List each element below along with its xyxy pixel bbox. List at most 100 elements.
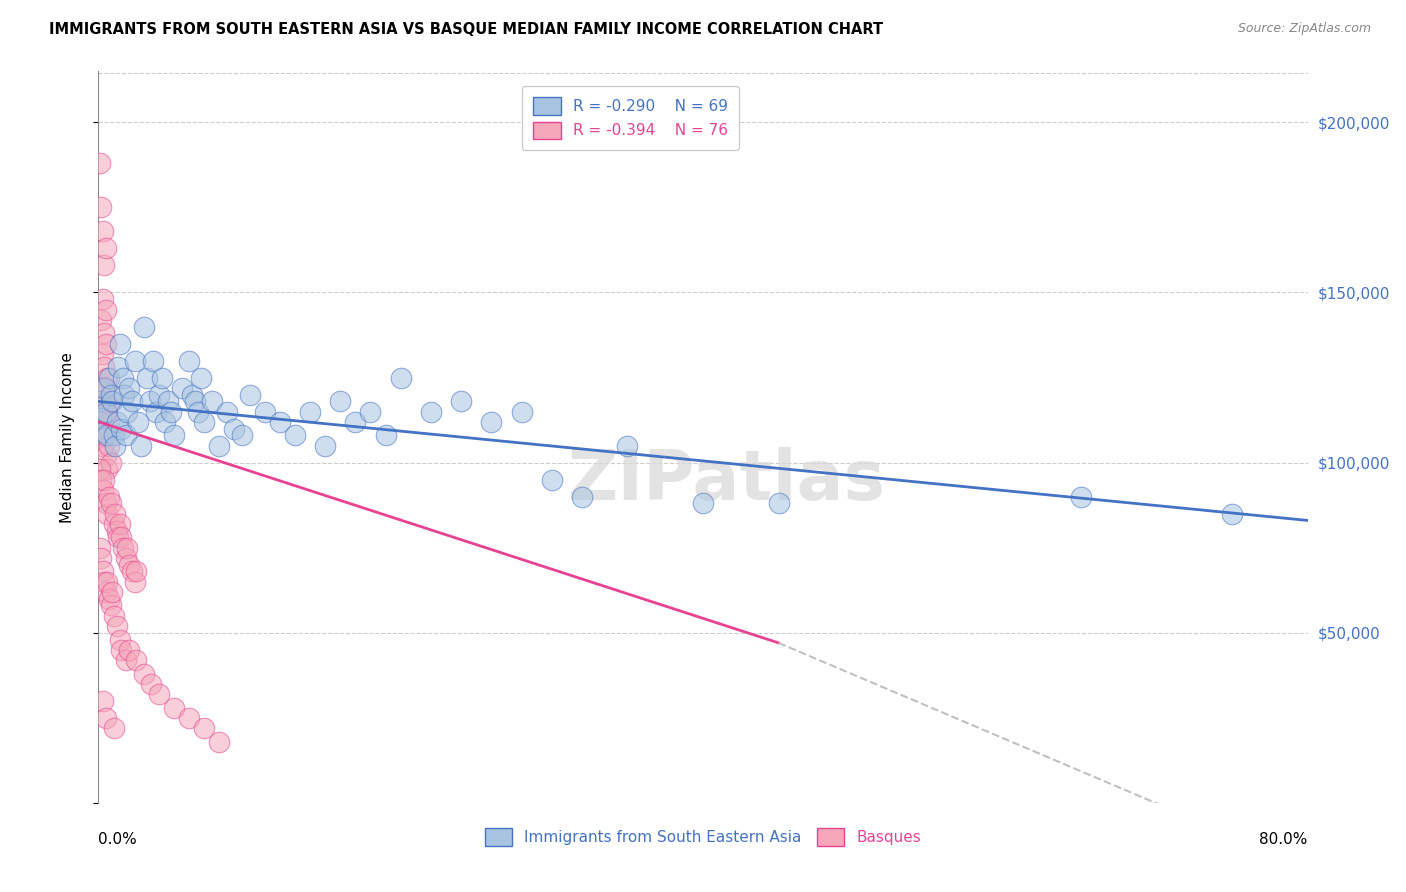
Text: IMMIGRANTS FROM SOUTH EASTERN ASIA VS BASQUE MEDIAN FAMILY INCOME CORRELATION CH: IMMIGRANTS FROM SOUTH EASTERN ASIA VS BA… bbox=[49, 22, 883, 37]
Point bbox=[98, 591, 121, 606]
Point bbox=[156, 394, 179, 409]
Point bbox=[114, 550, 136, 565]
Point bbox=[170, 381, 193, 395]
Text: 80.0%: 80.0% bbox=[1260, 832, 1308, 847]
Point bbox=[104, 439, 127, 453]
Point bbox=[96, 507, 118, 521]
Point bbox=[125, 565, 148, 579]
Point bbox=[115, 404, 138, 418]
Point bbox=[112, 387, 135, 401]
Text: Source: ZipAtlas.com: Source: ZipAtlas.com bbox=[1237, 22, 1371, 36]
Point bbox=[89, 541, 111, 555]
Point bbox=[91, 347, 114, 361]
Point bbox=[101, 394, 124, 409]
Point bbox=[450, 394, 472, 409]
Point bbox=[420, 404, 443, 418]
Point bbox=[139, 394, 162, 409]
Point bbox=[93, 326, 115, 341]
Point bbox=[91, 483, 114, 497]
Point bbox=[299, 404, 322, 418]
Point bbox=[100, 394, 122, 409]
Point bbox=[96, 428, 118, 442]
Point bbox=[89, 415, 111, 429]
Point bbox=[114, 653, 136, 667]
Point bbox=[129, 439, 152, 453]
Legend: Immigrants from South Eastern Asia, Basques: Immigrants from South Eastern Asia, Basq… bbox=[477, 821, 929, 854]
Point bbox=[94, 496, 117, 510]
Point bbox=[124, 353, 146, 368]
Point bbox=[107, 360, 129, 375]
Point bbox=[329, 394, 352, 409]
Point bbox=[91, 439, 114, 453]
Point bbox=[208, 734, 231, 748]
Point bbox=[111, 541, 134, 555]
Point bbox=[110, 531, 132, 545]
Point bbox=[153, 415, 176, 429]
Point bbox=[360, 404, 382, 418]
Point bbox=[148, 387, 170, 401]
Point bbox=[94, 585, 117, 599]
Point bbox=[540, 473, 562, 487]
Point bbox=[94, 404, 117, 418]
Point bbox=[103, 516, 125, 531]
Point bbox=[284, 428, 307, 442]
Point bbox=[115, 541, 138, 555]
Point bbox=[108, 632, 131, 647]
Point bbox=[105, 619, 128, 633]
Point bbox=[110, 421, 132, 435]
Point bbox=[201, 394, 224, 409]
Point bbox=[121, 394, 143, 409]
Y-axis label: Median Family Income: Median Family Income bbox=[60, 351, 75, 523]
Point bbox=[208, 439, 231, 453]
Point bbox=[90, 550, 112, 565]
Point bbox=[98, 490, 121, 504]
Point bbox=[190, 370, 212, 384]
Point bbox=[114, 428, 136, 442]
Point bbox=[110, 642, 132, 657]
Point bbox=[389, 370, 412, 384]
Point bbox=[105, 524, 128, 538]
Point bbox=[91, 224, 114, 238]
Point bbox=[1220, 507, 1243, 521]
Point bbox=[94, 241, 117, 255]
Point bbox=[253, 404, 276, 418]
Point bbox=[111, 370, 134, 384]
Point bbox=[93, 574, 115, 589]
Point bbox=[89, 381, 111, 395]
Point bbox=[91, 404, 114, 418]
Point bbox=[374, 428, 396, 442]
Point bbox=[179, 711, 201, 725]
Point bbox=[91, 694, 114, 708]
Point bbox=[224, 421, 246, 435]
Point bbox=[118, 381, 141, 395]
Text: 0.0%: 0.0% bbox=[98, 832, 138, 847]
Point bbox=[91, 293, 114, 307]
Point bbox=[692, 496, 714, 510]
Point bbox=[148, 687, 170, 701]
Point bbox=[150, 370, 173, 384]
Point bbox=[96, 370, 118, 384]
Point bbox=[90, 473, 112, 487]
Point bbox=[108, 516, 131, 531]
Point bbox=[89, 156, 111, 170]
Point bbox=[481, 415, 503, 429]
Point bbox=[93, 428, 115, 442]
Point bbox=[90, 394, 112, 409]
Point bbox=[100, 387, 122, 401]
Point bbox=[125, 653, 148, 667]
Point bbox=[91, 425, 114, 439]
Point bbox=[269, 415, 291, 429]
Point bbox=[90, 428, 112, 442]
Point bbox=[101, 585, 124, 599]
Point bbox=[93, 360, 115, 375]
Point bbox=[124, 574, 146, 589]
Point bbox=[1070, 490, 1092, 504]
Text: ZIPatlas: ZIPatlas bbox=[568, 448, 886, 515]
Point bbox=[90, 201, 112, 215]
Point bbox=[344, 415, 367, 429]
Point bbox=[132, 666, 155, 681]
Point bbox=[142, 353, 165, 368]
Point bbox=[93, 381, 115, 395]
Point bbox=[96, 404, 118, 418]
Point bbox=[314, 439, 336, 453]
